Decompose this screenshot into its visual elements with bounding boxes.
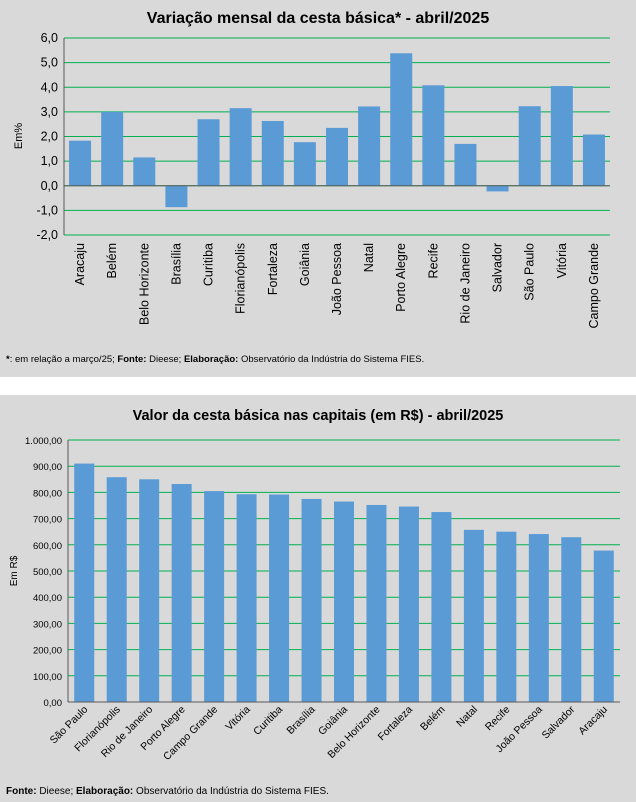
category-label: Salvador	[491, 243, 505, 292]
chart-title: Valor da cesta básica nas capitais (em R…	[132, 408, 504, 424]
bar	[463, 529, 484, 702]
category-label: Fortaleza	[376, 704, 416, 744]
bar	[422, 85, 445, 186]
category-label: Fortaleza	[266, 243, 280, 295]
category-label: Florianópolis	[234, 243, 248, 314]
category-label: Aracaju	[73, 243, 87, 285]
category-label: Goiânia	[298, 243, 312, 286]
bar	[358, 106, 381, 186]
category-label: Porto Alegre	[394, 243, 408, 312]
y-tick-label: 900,00	[33, 462, 62, 473]
y-tick-label: 500,00	[33, 567, 62, 578]
y-tick-label: 800,00	[33, 488, 62, 499]
y-tick-label: 1.000,00	[25, 436, 62, 447]
bar	[561, 537, 582, 702]
bar	[236, 494, 257, 702]
category-label: Rio de Janeiro	[458, 243, 472, 324]
category-label: Curitiba	[251, 704, 285, 738]
chart-footnote: Fonte: Dieese; Elaboração: Observatório …	[6, 786, 329, 797]
y-tick-label: 400,00	[33, 593, 62, 604]
bar	[334, 501, 354, 702]
category-label: Brasília	[284, 704, 317, 737]
chart-panel-basket-value: Valor da cesta básica nas capitais (em R…	[0, 395, 636, 802]
bar	[197, 119, 220, 186]
y-tick-label: 4,0	[41, 80, 58, 94]
y-tick-label: 5,0	[41, 56, 58, 70]
bar	[165, 185, 188, 208]
chart-svg: 1.000,00 900,00 800,00 700,00 600,00 500,00 40…	[9, 436, 620, 763]
category-label: João Pessoa	[330, 243, 344, 315]
category-label: Belo Horizonte	[137, 243, 151, 325]
category-label: Natal	[454, 704, 480, 730]
bar	[431, 512, 452, 702]
category-label: Brasília	[169, 243, 183, 285]
bar	[390, 53, 413, 186]
bar	[550, 86, 573, 186]
y-tick-label: -2,0	[36, 228, 58, 242]
bar	[106, 477, 127, 702]
bar	[261, 120, 284, 186]
category-label: Vitória	[555, 243, 569, 278]
bar	[171, 484, 192, 702]
chart-footnote: *: em relação a março/25; Fonte: Dieese;…	[6, 354, 425, 365]
bar	[366, 504, 387, 702]
bar	[293, 142, 316, 186]
bar	[454, 143, 477, 186]
category-label: Belém	[105, 243, 119, 278]
bar	[528, 534, 549, 702]
y-axis-label: Em R$	[9, 555, 20, 586]
bar	[593, 550, 614, 702]
chart-panel-monthly-variation: Variação mensal da cesta básica* - abril…	[0, 0, 636, 377]
bar	[204, 491, 225, 702]
y-tick-label: 0,0	[41, 179, 58, 193]
category-label: Aracaju	[576, 704, 610, 738]
bar	[301, 498, 322, 702]
y-tick-label: 600,00	[33, 541, 62, 552]
chart-svg: 6,0 5,0 4,0 3,0 2,0 1,0 0,0 -1,0 -2,0 Aracaju Belé…	[13, 31, 610, 329]
category-label: Recife	[483, 704, 513, 734]
bar	[496, 531, 517, 702]
chart-title: Variação mensal da cesta básica* - abril…	[146, 10, 490, 27]
bar	[398, 506, 419, 702]
bar	[486, 185, 509, 192]
category-label: São Paulo	[523, 243, 537, 301]
y-tick-label: 100,00	[33, 672, 62, 683]
bar	[269, 494, 290, 702]
bar	[518, 106, 541, 186]
category-label: Curitiba	[202, 243, 216, 286]
y-tick-label: -1,0	[36, 203, 58, 217]
category-label: Belém	[418, 703, 448, 733]
category-label: Campo Grande	[587, 243, 601, 329]
bar	[582, 134, 605, 186]
y-axis-label: Em%	[13, 123, 25, 150]
bar	[229, 108, 252, 186]
category-label: Recife	[426, 243, 440, 278]
y-tick-label: 700,00	[33, 515, 62, 526]
y-tick-label: 2,0	[41, 130, 58, 144]
bar	[69, 140, 92, 186]
y-tick-label: 300,00	[33, 619, 62, 630]
bar	[326, 127, 348, 186]
bar	[101, 111, 124, 186]
category-label: Vitória	[223, 704, 253, 734]
y-tick-label: 200,00	[33, 646, 62, 657]
category-label: Salvador	[540, 703, 578, 741]
bar	[133, 157, 156, 186]
bar	[139, 479, 160, 702]
y-tick-label: 0,00	[44, 698, 63, 709]
bar	[74, 463, 95, 702]
y-tick-label: 3,0	[41, 105, 58, 119]
y-tick-label: 6,0	[41, 31, 58, 45]
y-tick-label: 1,0	[41, 154, 58, 168]
category-label: Natal	[362, 243, 376, 272]
